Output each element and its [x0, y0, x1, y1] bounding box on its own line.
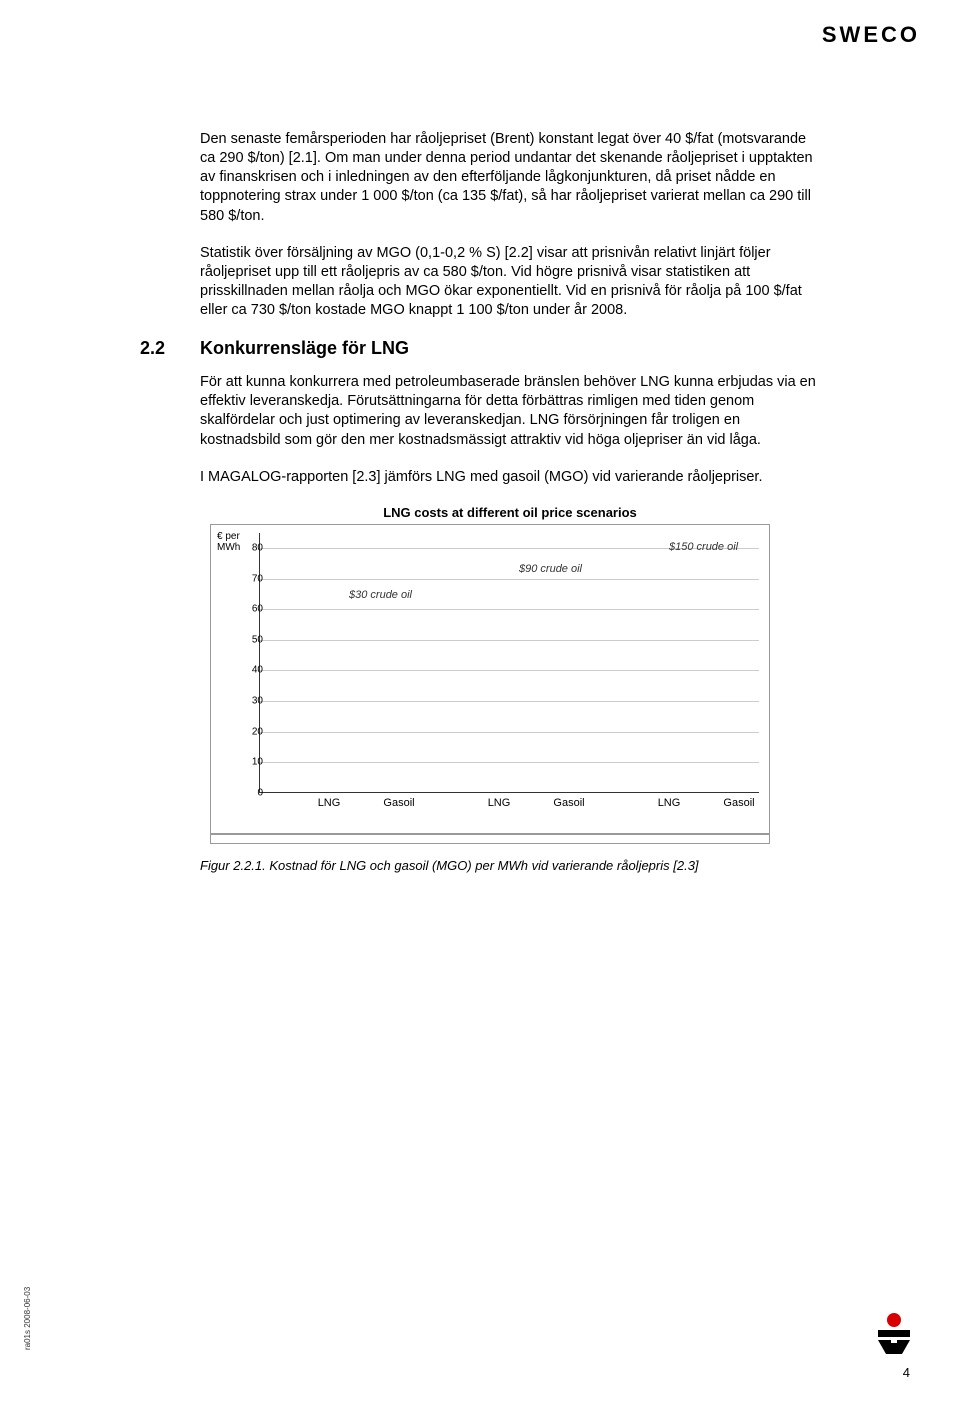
paragraph-3: För att kunna konkurrera med petroleumba…: [200, 373, 820, 450]
footer-logo-icon: [874, 1310, 914, 1354]
page-number: 4: [903, 1365, 910, 1380]
y-tick-label: 70: [233, 573, 263, 584]
scenario-label: $30 crude oil: [349, 589, 412, 601]
y-tick-label: 40: [233, 665, 263, 676]
chart-title: LNG costs at different oil price scenari…: [200, 505, 820, 520]
section-number: 2.2: [140, 338, 200, 359]
chart-legend: [210, 834, 770, 844]
x-tick-label: LNG: [318, 797, 341, 809]
section-title: Konkurrensläge för LNG: [200, 338, 409, 359]
x-tick-label: Gasoil: [723, 797, 754, 809]
section-heading: 2.2 Konkurrensläge för LNG: [200, 338, 820, 359]
plot-area: [259, 533, 759, 793]
header-logo: SWECO: [822, 22, 920, 48]
paragraph-2: Statistik över försäljning av MGO (0,1-0…: [200, 244, 820, 321]
scenario-label: $90 crude oil: [519, 563, 582, 575]
x-tick-label: LNG: [658, 797, 681, 809]
y-tick-label: 50: [233, 634, 263, 645]
figure-caption: Figur 2.2.1. Kostnad för LNG och gasoil …: [200, 858, 820, 875]
y-tick-label: 0: [233, 787, 263, 798]
y-tick-label: 20: [233, 726, 263, 737]
paragraph-4: I MAGALOG-rapporten [2.3] jämförs LNG me…: [200, 468, 820, 487]
side-revision-text: ra01s 2008-06-03: [23, 1287, 32, 1350]
paragraph-1: Den senaste femårsperioden har råoljepri…: [200, 130, 820, 226]
y-tick-label: 60: [233, 604, 263, 615]
x-tick-label: LNG: [488, 797, 511, 809]
chart-box: € perMWh 01020304050607080$30 crude oil$…: [210, 524, 770, 834]
x-tick-label: Gasoil: [383, 797, 414, 809]
y-tick-label: 10: [233, 757, 263, 768]
scenario-label: $150 crude oil: [669, 541, 738, 553]
x-tick-label: Gasoil: [553, 797, 584, 809]
y-tick-label: 80: [233, 543, 263, 554]
main-content: Den senaste femårsperioden har råoljepri…: [200, 130, 820, 875]
chart-container: LNG costs at different oil price scenari…: [200, 505, 820, 844]
y-tick-label: 30: [233, 695, 263, 706]
